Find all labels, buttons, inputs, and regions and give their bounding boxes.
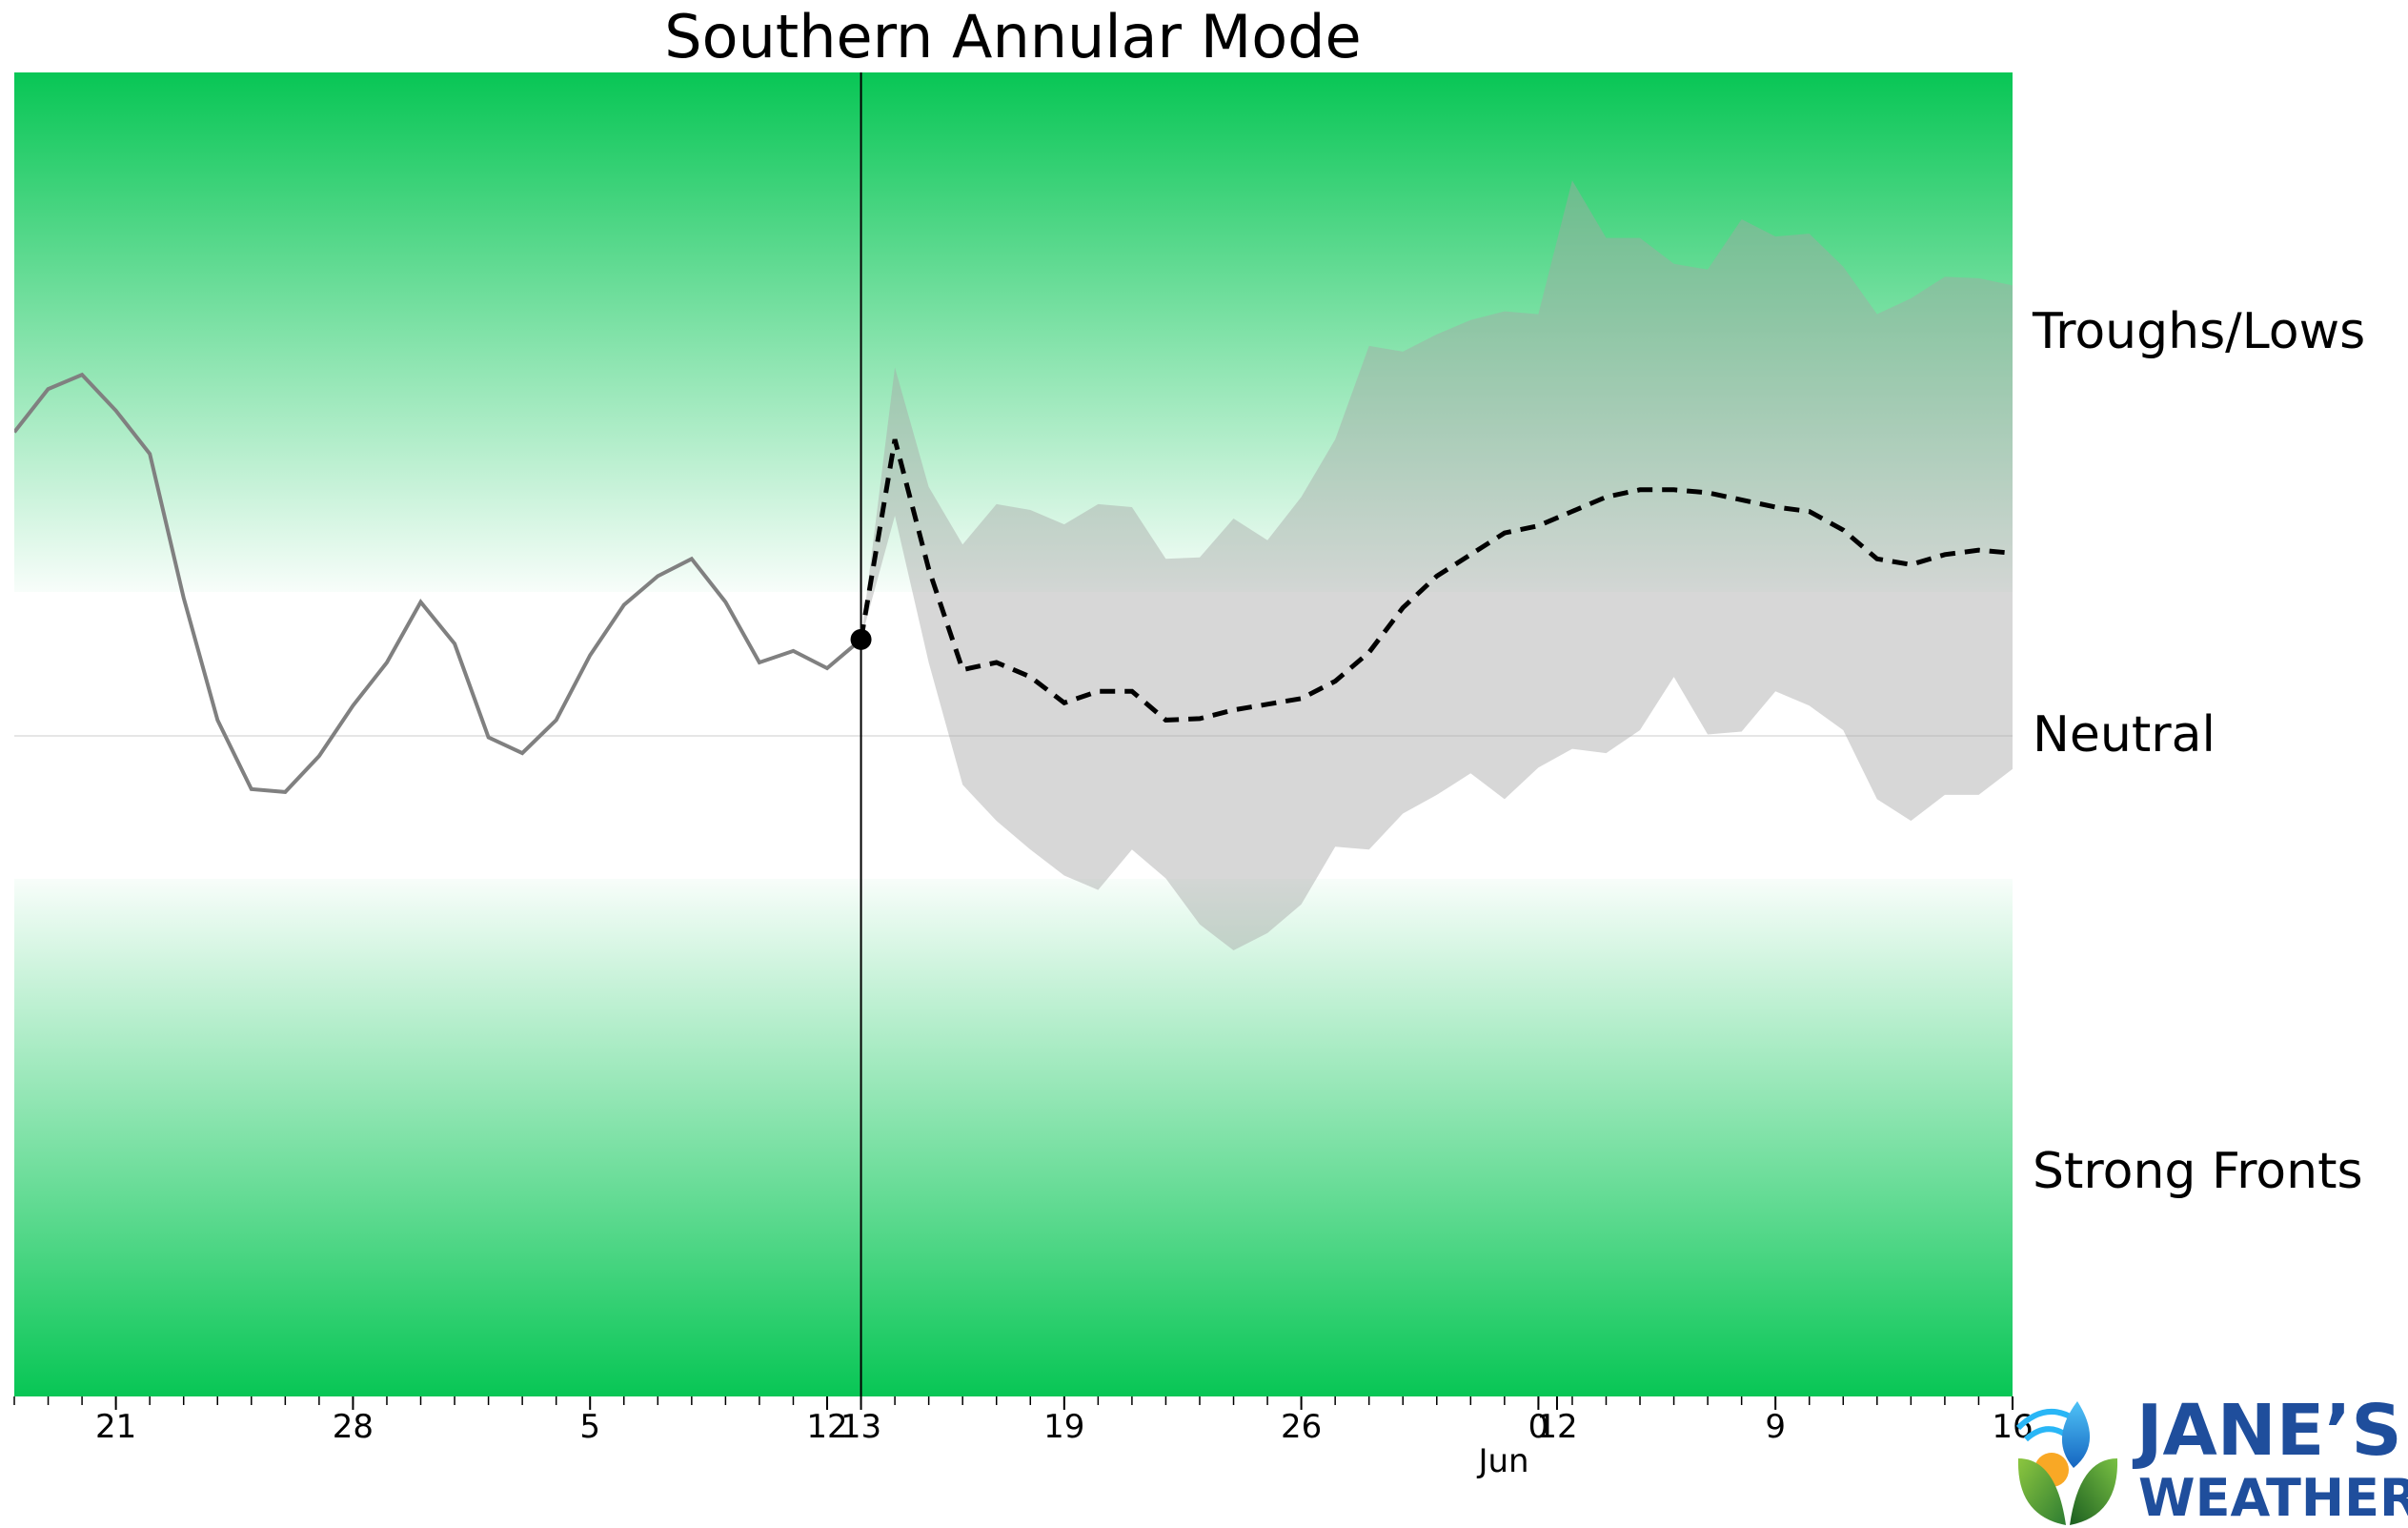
observed-sam-line bbox=[14, 372, 862, 794]
chart-title: Southern Annular Mode bbox=[664, 2, 1361, 71]
forecast-mean-line bbox=[859, 438, 2013, 723]
x-tick-label: 0 bbox=[1528, 1408, 1549, 1446]
regime-label-troughs: Troughs/Lows bbox=[2032, 303, 2365, 360]
regime-label-neutral: Neutral bbox=[2033, 706, 2216, 764]
x-tick-label: 12 bbox=[806, 1408, 847, 1446]
x-tick-label: 21 bbox=[95, 1408, 136, 1446]
logo-line-2: WEATHER bbox=[2138, 1468, 2408, 1528]
x-tick-label: 9 bbox=[1765, 1408, 1786, 1446]
x-tick-label: 28 bbox=[333, 1408, 374, 1446]
x-tick-label: 19 bbox=[1043, 1408, 1084, 1446]
today-point bbox=[850, 628, 872, 650]
logo-line-1: JANE’S bbox=[2132, 1390, 2402, 1472]
x-tick-label: 5 bbox=[579, 1408, 600, 1446]
x-tick-label: 13 bbox=[840, 1408, 881, 1446]
troughs-band bbox=[14, 72, 2013, 592]
janes-weather-logo: JANE’S WEATHER bbox=[2015, 1390, 2408, 1528]
x-tick-label: 26 bbox=[1281, 1408, 1322, 1446]
regime-label-strong-fronts: Strong Fronts bbox=[2033, 1143, 2363, 1200]
weather-leaf-sun-icon bbox=[2015, 1401, 2118, 1525]
strong-fronts-band bbox=[14, 879, 2013, 1396]
x-tick-label: 12 bbox=[1536, 1408, 1577, 1446]
forecast-spread-area bbox=[860, 180, 2013, 950]
month-label: Jun bbox=[1476, 1442, 1528, 1480]
